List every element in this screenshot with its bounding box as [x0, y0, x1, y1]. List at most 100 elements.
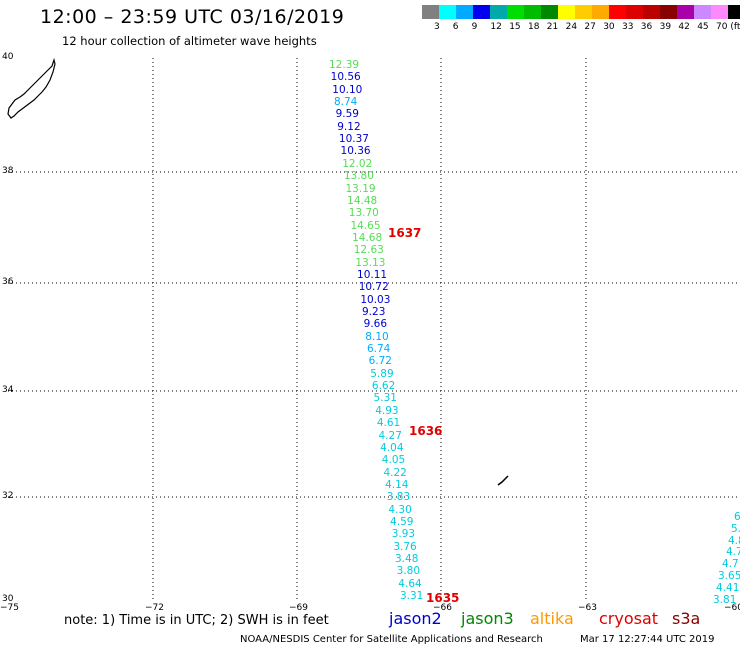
legend-swatch: [439, 5, 456, 19]
legend-swatch: [541, 5, 558, 19]
swh-value: 9.23: [362, 306, 386, 318]
swh-value: 9.12: [337, 120, 361, 133]
swh-value: 4.04: [380, 441, 404, 454]
latitude-label: 34: [2, 385, 14, 395]
credit-text: NOAA/NESDIS Center for Satellite Applica…: [240, 634, 543, 645]
swh-value: 9.66: [363, 318, 388, 331]
swh-value: 4.14: [385, 478, 409, 491]
legend-swatch: [711, 5, 728, 19]
latitude-label: 38: [2, 166, 14, 176]
satellite-name: jason3: [461, 609, 514, 628]
legend-swatch: [694, 5, 711, 19]
legend-label: 9: [471, 22, 478, 32]
latitude-label: 30: [2, 594, 14, 604]
legend-swatch: [592, 5, 609, 19]
legend-swatch: [728, 5, 740, 19]
legend-label: 12: [490, 22, 502, 32]
swh-value: 3.76: [393, 540, 417, 553]
legend-label: 6: [452, 22, 459, 32]
swh-value: 4.8: [728, 534, 740, 547]
swh-value: 10.36: [340, 145, 371, 158]
legend-swatch: [490, 5, 507, 19]
longitude-label: −63: [578, 603, 597, 613]
time-label: 1636: [409, 424, 443, 438]
time-label: 1637: [388, 226, 422, 240]
latitude-label: 36: [2, 277, 14, 287]
longitude-label: −60: [724, 603, 740, 613]
swh-value: 8.74: [333, 96, 358, 109]
swh-value: 3.31: [399, 590, 424, 603]
swh-value: 5.89: [370, 367, 394, 380]
satellite-name: altika: [530, 609, 574, 628]
legend-label: 36: [640, 22, 653, 32]
swh-value: 4.27: [378, 429, 402, 442]
longitude-label: −69: [289, 603, 308, 613]
satellite-name: jason2: [389, 609, 442, 628]
legend-label: 18: [528, 22, 540, 32]
swh-value: 10.37: [338, 133, 369, 146]
swh-value: 3.93: [391, 528, 416, 541]
legend-swatch: [575, 5, 592, 19]
latitude-label: 32: [2, 491, 14, 501]
swh-value: 12.39: [329, 59, 360, 71]
legend-swatch: [643, 5, 660, 19]
legend-swatch: [677, 5, 694, 19]
swh-value: 5.: [731, 522, 740, 535]
legend-swatch: [473, 5, 490, 19]
map-title: 12:00 – 23:59 UTC 03/16/2019: [40, 6, 345, 28]
swh-value: 14.65: [350, 219, 381, 232]
legend-label: 3: [434, 22, 440, 32]
swh-value: 6.72: [368, 355, 392, 368]
swh-value: 4.61: [376, 417, 401, 430]
swh-value: 4.30: [388, 503, 412, 516]
swh-value: 10.11: [357, 268, 388, 281]
swh-value: 4.59: [390, 515, 414, 528]
swh-value: 4.7: [722, 558, 739, 571]
color-legend: [422, 5, 740, 19]
swh-value: 10.10: [332, 83, 363, 96]
legend-label: 24: [565, 22, 578, 32]
swh-value: 3.65: [718, 570, 740, 582]
swh-value: 3.80: [396, 565, 421, 578]
swh-value: 13.19: [345, 182, 376, 195]
swh-value: 3.81: [713, 593, 737, 606]
legend-label: 15: [509, 22, 521, 32]
legend-label: 45: [697, 22, 709, 32]
longitude-label: −66: [433, 603, 452, 613]
coastline-nova-scotia: [7, 57, 56, 119]
swh-value: 8.10: [365, 330, 389, 343]
swh-value: 3.48: [395, 553, 419, 565]
lat-lon-grid: [8, 58, 738, 600]
swh-value: 9.59: [335, 108, 359, 121]
map-subtitle: 12 hour collection of altimeter wave hei…: [62, 34, 317, 48]
swh-value: 4.22: [383, 466, 407, 479]
swh-value: 6.62: [371, 380, 396, 393]
swh-value: 10.56: [330, 71, 361, 84]
legend-swatch: [660, 5, 677, 19]
swh-value: 5.31: [373, 392, 397, 405]
swh-value: 10.72: [358, 281, 389, 294]
swh-value: 6: [734, 511, 740, 523]
legend-label: 33: [622, 22, 634, 32]
footer-note: note: 1) Time is in UTC; 2) SWH is in fe…: [64, 613, 329, 628]
legend-label: 27: [584, 22, 596, 32]
swh-value: 4.7: [726, 546, 740, 559]
swh-value: 13.13: [355, 256, 386, 269]
swh-value: 14.48: [347, 194, 378, 207]
swh-value: 14.68: [352, 231, 383, 244]
longitude-label: −75: [0, 603, 19, 613]
swh-value: 13.70: [348, 207, 379, 220]
legend-swatch: [456, 5, 473, 19]
swh-value: 12.02: [342, 157, 373, 170]
swh-value: 6.74: [366, 343, 391, 356]
legend-swatch: [507, 5, 524, 19]
coastline-bermuda: [497, 475, 509, 486]
swh-value: 13.80: [343, 170, 374, 183]
legend-label: 70 (ft): [716, 22, 740, 32]
satellite-name: cryosat: [599, 609, 659, 628]
legend-label: 21: [546, 22, 559, 32]
legend-swatch: [609, 5, 626, 19]
swh-value: 10.03: [360, 293, 391, 306]
